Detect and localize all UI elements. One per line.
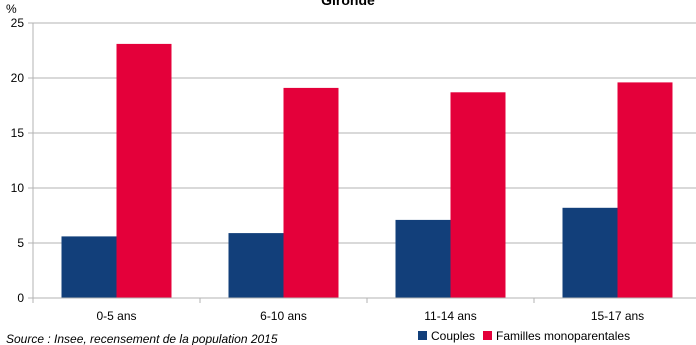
y-tick-label-25: 25	[11, 16, 25, 30]
chart-title: Gironde	[321, 0, 375, 8]
bar-couples-1	[228, 233, 284, 298]
legend-label-familles-monoparentales: Familles monoparentales	[496, 329, 630, 343]
y-tick-label-15: 15	[11, 126, 25, 140]
bar-familles-monoparentales-3	[617, 82, 673, 299]
y-tick-label-20: 20	[11, 71, 25, 85]
y-axis-unit-label: %	[6, 2, 17, 16]
y-tick-label-5: 5	[17, 236, 24, 250]
y-tick-label-0: 0	[17, 291, 24, 305]
bar-familles-monoparentales-0	[116, 43, 172, 299]
bar-familles-monoparentales-2	[450, 92, 506, 298]
x-tick-label-3: 15-17 ans	[591, 309, 644, 323]
bar-couples-2	[395, 219, 451, 298]
bar-couples-0	[61, 236, 117, 298]
legend-swatch-familles-monoparentales	[483, 331, 492, 340]
bar-familles-monoparentales-1	[283, 87, 339, 299]
legend-label-couples: Couples	[431, 329, 475, 343]
source-note: Source : Insee, recensement de la popula…	[6, 332, 278, 345]
bars	[61, 43, 673, 299]
axes: 0 5 10 15 20 25 0-5 ans 6-10 ans 11-14 ans 15-17 …	[11, 16, 696, 323]
bar-couples-3	[562, 207, 618, 298]
x-tick-label-0: 0-5 ans	[96, 309, 136, 323]
legend-swatch-couples	[418, 331, 427, 340]
legend: Couples Familles monoparentales	[418, 329, 630, 343]
x-tick-label-1: 6-10 ans	[260, 309, 307, 323]
x-tick-label-2: 11-14 ans	[424, 309, 476, 323]
y-tick-label-10: 10	[11, 181, 25, 195]
